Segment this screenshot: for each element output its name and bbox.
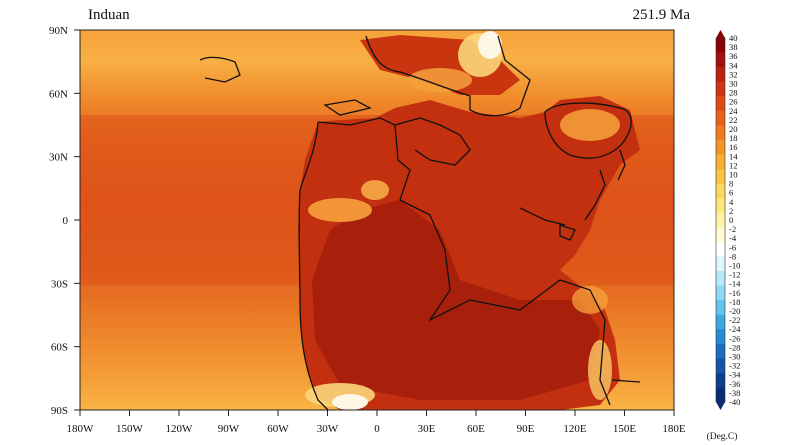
colorbar-tick-label: -36 — [729, 379, 741, 389]
lon-tick-label: 90E — [517, 423, 535, 435]
lon-tick-label: 120W — [166, 423, 194, 435]
colorbar-segment — [716, 169, 725, 184]
colorbar-top-arrow — [716, 30, 725, 38]
lat-tick-label: 30S — [51, 278, 68, 290]
colorbar-tick-label: -22 — [729, 315, 740, 325]
colorbar-tick-label: 32 — [729, 69, 738, 79]
colorbar-segment — [716, 81, 725, 97]
lon-tick-label: 30E — [418, 423, 436, 435]
colorbar-frame — [715, 37, 726, 403]
colorbar-tick-label: -40 — [729, 397, 740, 407]
colorbar-tick-label: 8 — [729, 179, 733, 189]
colorbar-tick-label: -32 — [729, 361, 740, 371]
lat-tick-label: 30N — [49, 152, 68, 164]
colorbar-tick-label: 36 — [729, 51, 738, 61]
colorbar-tick-label: -6 — [729, 242, 737, 252]
colorbar-tick-label: 20 — [729, 124, 738, 134]
colorbar-tick-label: -12 — [729, 270, 740, 280]
colorbar-tick-label: -2 — [729, 224, 736, 234]
colorbar-tick-label: 0 — [729, 215, 733, 225]
colorbar-tick-label: 14 — [729, 151, 738, 161]
colorbar-tick-label: 10 — [729, 170, 738, 180]
lon-tick-label: 90W — [218, 423, 240, 435]
colorbar: 4038363432302826242220181614121086420-2-… — [715, 30, 741, 410]
lon-tick-label: 60E — [467, 423, 485, 435]
lon-tick-label: 120E — [563, 423, 587, 435]
colorbar-tick-label: 6 — [729, 188, 734, 198]
colorbar-tick-label: 38 — [729, 42, 738, 52]
lat-tick-label: 0 — [63, 215, 69, 227]
colorbar-segment — [716, 314, 725, 330]
colorbar-segment — [716, 387, 725, 403]
colorbar-tick-label: -30 — [729, 352, 740, 362]
colorbar-tick-label: 40 — [729, 33, 738, 43]
lon-tick-label: 150E — [613, 423, 637, 435]
colorbar-tick-label: -14 — [729, 279, 741, 289]
colorbar-tick-label: -18 — [729, 297, 740, 307]
colorbar-tick-label: 22 — [729, 115, 738, 125]
lat-tick-label: 60N — [49, 88, 68, 100]
lon-tick-label: 150W — [116, 423, 144, 435]
colorbar-tick-label: -4 — [729, 233, 737, 243]
colorbar-segment — [716, 139, 725, 155]
lon-tick-label: 60W — [267, 423, 289, 435]
colorbar-tick-label: -38 — [729, 388, 740, 398]
colorbar-tick-label: -8 — [729, 251, 736, 261]
colorbar-tick-label: -28 — [729, 342, 740, 352]
colorbar-segment — [716, 67, 725, 83]
coastlines — [199, 35, 641, 410]
lon-tick-label: 180W — [67, 423, 95, 435]
colorbar-bottom-arrow — [716, 402, 725, 410]
colorbar-segment — [716, 154, 725, 170]
colorbar-segment — [716, 329, 725, 345]
colorbar-tick-label: -10 — [729, 261, 740, 271]
colorbar-tick-label: 34 — [729, 60, 738, 70]
latitude-axis: 90N 60N 30N 0 30S 60S 90S — [49, 25, 80, 417]
colorbar-tick-label: 30 — [729, 79, 738, 89]
colorbar-tick-label: -24 — [729, 324, 741, 334]
colorbar-tick-label: 4 — [729, 197, 734, 207]
age-label: 251.9 Ma — [633, 7, 691, 23]
colorbar-segment — [716, 372, 725, 388]
lon-tick-label: 180E — [662, 423, 686, 435]
colorbar-segment — [716, 212, 725, 228]
lon-tick-label: 30W — [317, 423, 339, 435]
colorbar-segment — [716, 183, 725, 199]
lat-tick-label: 60S — [51, 342, 68, 354]
colorbar-segment — [716, 38, 725, 53]
lon-tick-label: 0 — [374, 423, 380, 435]
colorbar-tick-label: -16 — [729, 288, 741, 298]
colorbar-segment — [716, 125, 725, 141]
colorbar-tick-label: 12 — [729, 160, 738, 170]
longitude-axis: 180W 150W 120W 90W 60W 30W 0 30E 60E 90E 120E 150E 1… — [67, 410, 686, 435]
colorbar-tick-label: -34 — [729, 370, 741, 380]
colorbar-tick-label: -20 — [729, 306, 740, 316]
colorbar-tick-label: 28 — [729, 88, 738, 98]
temperature-field — [80, 30, 674, 410]
colorbar-segment — [716, 241, 725, 257]
colorbar-segment — [716, 300, 725, 316]
stage-label: Induan — [88, 7, 130, 23]
colorbar-tick-label: 24 — [729, 106, 738, 116]
colorbar-segment — [716, 285, 725, 301]
colorbar-segment — [716, 198, 725, 214]
colorbar-tick-label: 26 — [729, 97, 738, 107]
lat-tick-label: 90N — [49, 25, 68, 37]
colorbar-segment — [716, 343, 725, 359]
colorbar-segment — [716, 358, 725, 374]
colorbar-tick-label: 16 — [729, 142, 738, 152]
colorbar-segment — [716, 256, 725, 272]
colorbar-segment — [716, 110, 725, 126]
colorbar-segment — [716, 96, 725, 112]
colorbar-tick-label: 18 — [729, 133, 738, 143]
colorbar-segment — [716, 270, 725, 286]
colorbar-segment — [716, 227, 725, 243]
lat-tick-label: 90S — [51, 405, 68, 417]
colorbar-segment — [716, 52, 725, 68]
colorbar-tick-label: -26 — [729, 333, 741, 343]
colorbar-tick-label: 2 — [729, 206, 733, 216]
colorbar-unit: (Deg.C) — [707, 431, 738, 442]
